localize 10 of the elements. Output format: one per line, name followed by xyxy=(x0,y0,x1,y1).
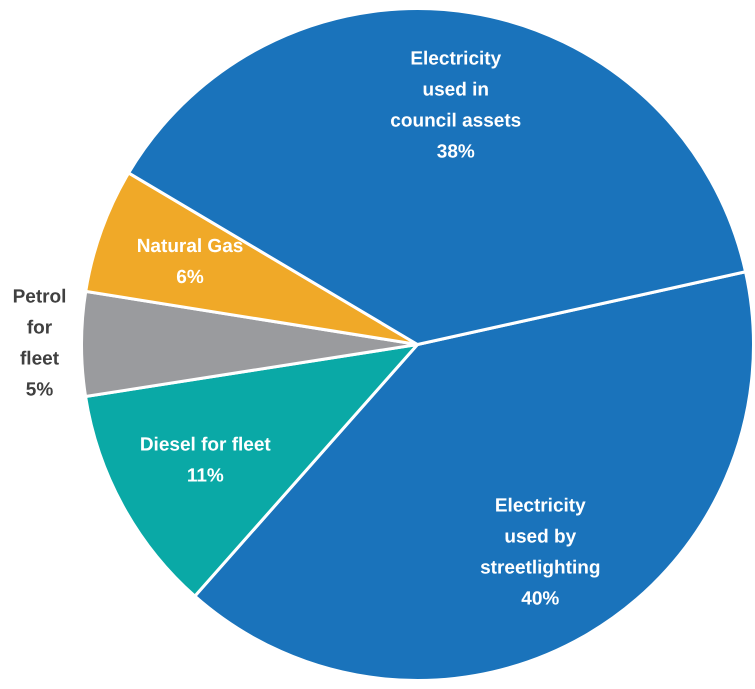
slice-label: Electricity used in council assets xyxy=(390,48,522,132)
data-label: 6% xyxy=(176,266,204,288)
slice-label: Petrol for fleet xyxy=(12,286,66,370)
slice-label: Electricity used by streetlighting xyxy=(480,496,600,579)
data-label: 38% xyxy=(436,141,475,162)
data-label: 40% xyxy=(521,588,560,610)
slice-label: Natural Gas xyxy=(136,236,244,257)
data-label: 5% xyxy=(26,380,54,401)
slice-label: Diesel for fleet xyxy=(140,434,272,456)
data-label: 11% xyxy=(186,465,224,486)
